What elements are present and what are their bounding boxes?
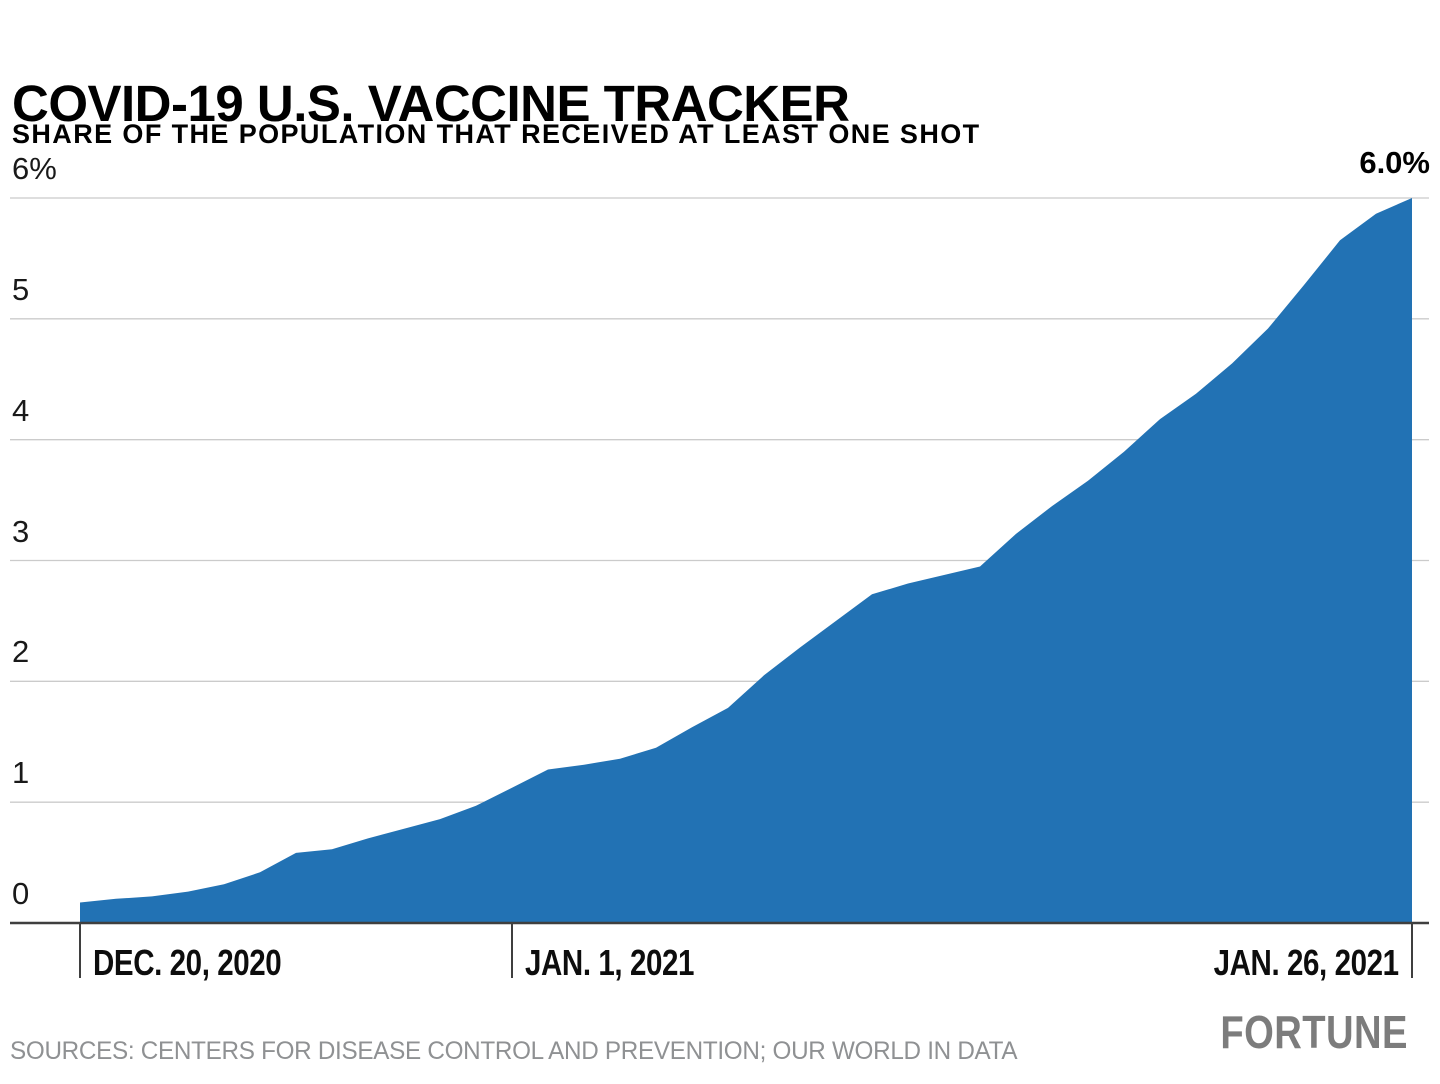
fortune-logo: FORTUNE — [1220, 1006, 1408, 1058]
x-axis-label: DEC. 20, 2020 — [93, 942, 282, 983]
y-axis-label: 3 — [12, 513, 30, 549]
y-axis-label: 6% — [12, 151, 57, 186]
y-axis-label: 1 — [12, 755, 30, 791]
y-axis-label: 4 — [12, 392, 30, 428]
x-axis-label: JAN. 26, 2021 — [1213, 942, 1399, 983]
x-axis-ticks — [79, 923, 1413, 978]
area-series-shape — [80, 198, 1412, 923]
page-title: COVID-19 U.S. VACCINE TRACKER — [12, 75, 850, 133]
y-axis-label: 2 — [12, 634, 30, 670]
page-subtitle: SHARE OF THE POPULATION THAT RECEIVED AT… — [12, 119, 981, 150]
y-axis-label: 0 — [12, 876, 30, 911]
sources-note: SOURCES: CENTERS FOR DISEASE CONTROL AND… — [10, 1037, 1018, 1065]
latest-value-label: 6.0% — [1359, 145, 1430, 180]
y-axis-label: 5 — [12, 271, 30, 307]
x-axis-label: JAN. 1, 2021 — [525, 942, 695, 983]
